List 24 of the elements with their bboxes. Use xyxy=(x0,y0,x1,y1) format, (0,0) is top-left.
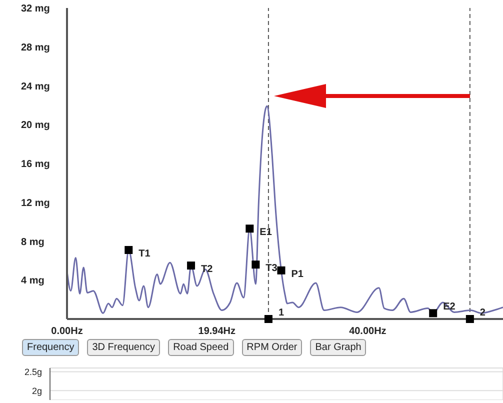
annotation: T2 xyxy=(201,264,214,276)
y-tick-label: 16 mg xyxy=(21,159,50,170)
y-tick-label: 28 mg xyxy=(21,42,50,54)
x-tick-label: 0.00Hz xyxy=(51,326,83,338)
x-tick-label: 40.00Hz xyxy=(349,326,386,338)
text: Frequency xyxy=(22,339,80,356)
annotation: E1 xyxy=(260,227,272,238)
y-tick-label: 12 mg xyxy=(21,198,50,209)
y-tick-label: 2.5g xyxy=(24,366,42,377)
text: 3D Frequency xyxy=(87,339,160,356)
x-tick-label: 19.94Hz xyxy=(198,326,236,338)
annotation: 1 xyxy=(278,308,284,319)
y-tick-label: 32 mg xyxy=(21,4,50,15)
annotation: P1 xyxy=(291,268,304,280)
y-tick-label: 4 mg xyxy=(21,276,44,287)
y-tick-label: 8 mg xyxy=(21,236,44,248)
y-tick-label: 2g xyxy=(32,386,42,396)
text: Bar Graph xyxy=(310,339,366,356)
annotation: T1 xyxy=(138,248,151,260)
text: RPM Order xyxy=(242,339,302,356)
y-tick-label: 20 mg xyxy=(21,120,50,132)
text: Road Speed xyxy=(168,339,234,356)
annotation: T3 xyxy=(266,263,278,274)
y-tick-label: 24 mg xyxy=(21,81,50,92)
